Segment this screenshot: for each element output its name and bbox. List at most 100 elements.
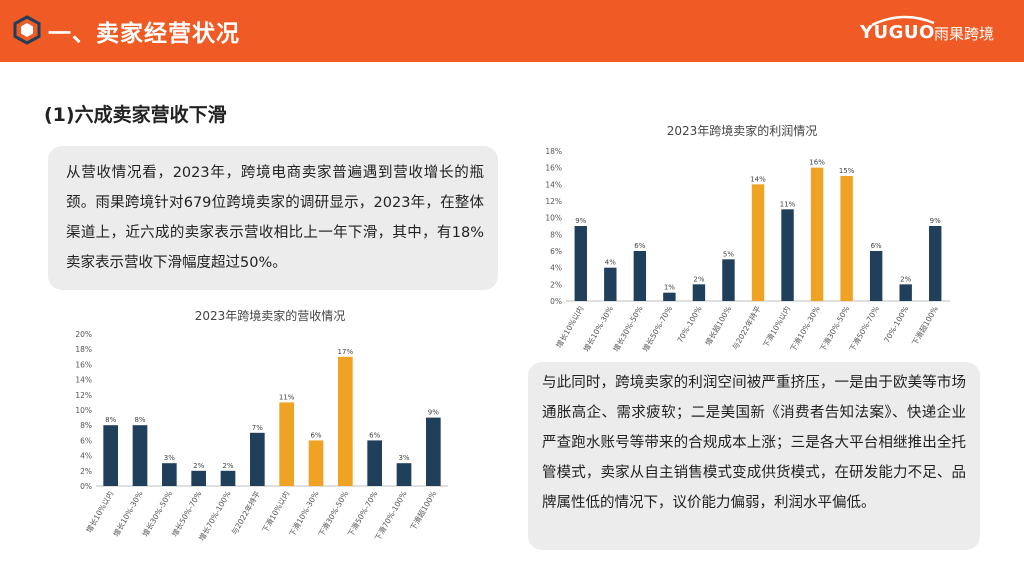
chart-title: 2023年跨境卖家的利润情况 xyxy=(667,123,818,138)
bar xyxy=(250,432,265,486)
bar xyxy=(220,470,236,486)
section-title: 一、卖家经营状况 xyxy=(48,21,240,47)
data-label: 9% xyxy=(428,409,439,417)
header-bar: 一、卖家经营状况 YUGUO 雨果跨境 xyxy=(0,0,1024,62)
data-label: 15% xyxy=(839,167,855,175)
profit-paragraph: 与此同时，跨境卖家的利润空间被严重挤压，一是由于欧美等市场通胀高企、需求疲软；二… xyxy=(542,375,966,511)
chart-title: 2023年跨境卖家的营收情况 xyxy=(195,308,346,323)
y-tick-label: 10% xyxy=(75,406,92,415)
bar xyxy=(162,463,177,486)
y-tick-label: 4% xyxy=(80,452,92,461)
category-label: 70%-100% xyxy=(882,305,910,345)
category-label: 下滑50%-70% xyxy=(847,304,881,353)
profit-text-box: 与此同时，跨境卖家的利润空间被严重挤压，一是由于欧美等市场通胀高企、需求疲软；二… xyxy=(528,362,980,550)
y-tick-label: 12% xyxy=(75,391,92,400)
y-tick-label: 18% xyxy=(75,345,92,354)
y-tick-label: 4% xyxy=(550,264,562,273)
brand-name-cn: 雨果跨境 xyxy=(934,25,995,43)
y-tick-label: 0% xyxy=(80,482,92,491)
data-label: 6% xyxy=(634,242,645,250)
profit-chart: 2023年跨境卖家的利润情况 0% 2% 4% 6% 8% 10% 12% 14% 16% 18% 9… xyxy=(545,123,950,353)
data-label: 8% xyxy=(134,416,145,424)
y-tick-label: 8% xyxy=(80,421,92,430)
category-label: 下滑超100% xyxy=(909,304,940,347)
category-label: 增长10%以内 xyxy=(83,489,115,534)
data-label: 17% xyxy=(338,348,354,356)
y-tick-label: 12% xyxy=(545,197,562,206)
category-label: 下滑10%-30% xyxy=(788,304,822,353)
bar xyxy=(367,440,382,486)
bar xyxy=(899,284,912,301)
y-tick-label: 16% xyxy=(75,360,92,369)
data-label: 8% xyxy=(105,416,116,424)
category-label: 下滑10%-30% xyxy=(287,489,321,538)
category-label: 增长30%-50% xyxy=(140,489,174,538)
data-label: 2% xyxy=(193,462,204,470)
bar xyxy=(781,209,794,301)
data-label: 2% xyxy=(693,275,704,283)
y-tick-label: 6% xyxy=(550,247,562,256)
bar xyxy=(396,463,412,486)
data-label: 4% xyxy=(605,259,616,267)
y-tick-label: 10% xyxy=(545,214,562,223)
data-label: 5% xyxy=(723,250,734,258)
data-label: 16% xyxy=(809,159,825,167)
data-label: 7% xyxy=(252,424,263,432)
category-label: 增长50%-70% xyxy=(640,304,674,353)
logo-swoosh-icon xyxy=(871,15,935,26)
y-tick-label: 20% xyxy=(75,330,92,339)
bar xyxy=(810,167,824,301)
category-label: 与2022年持平 xyxy=(229,489,262,537)
category-label: 下滑超100% xyxy=(407,489,438,532)
data-label: 14% xyxy=(750,175,766,183)
bar xyxy=(840,176,853,301)
data-label: 6% xyxy=(310,431,321,439)
y-tick-label: 16% xyxy=(545,164,562,173)
data-label: 9% xyxy=(575,217,586,225)
bar xyxy=(633,251,647,301)
yuguo-logo: YUGUO 雨果跨境 xyxy=(860,14,1010,48)
y-tick-label: 18% xyxy=(545,147,562,156)
data-label: 3% xyxy=(164,454,175,462)
data-label: 2% xyxy=(900,275,911,283)
bar xyxy=(869,251,883,301)
bar xyxy=(929,226,942,301)
data-label: 6% xyxy=(871,242,882,250)
category-label: 下滑30%-50% xyxy=(316,489,350,538)
bar xyxy=(604,267,617,301)
bar xyxy=(663,292,676,301)
data-label: 11% xyxy=(279,393,295,401)
category-label: 增长10%以内 xyxy=(554,304,586,349)
y-tick-label: 0% xyxy=(550,297,562,306)
brand-name: YUGUO xyxy=(860,22,935,43)
category-label: 下滑50%-70% xyxy=(345,489,379,538)
category-label: 增长50%-70% xyxy=(169,489,203,538)
revenue-text-box: 从营收情况看，2023年，跨境电商卖家普遍遇到营收增长的瓶颈。雨果跨境针对679… xyxy=(48,146,498,290)
y-tick-label: 2% xyxy=(550,280,562,289)
bar xyxy=(308,440,324,486)
y-tick-label: 14% xyxy=(545,180,562,189)
bar xyxy=(692,284,706,301)
data-label: 11% xyxy=(780,200,796,208)
category-label: 增长30%-50% xyxy=(610,304,644,353)
data-label: 1% xyxy=(664,284,675,292)
bar xyxy=(574,226,587,301)
bar xyxy=(722,259,735,301)
data-label: 9% xyxy=(930,217,941,225)
page-subtitle: (1)六成卖家营收下滑 xyxy=(44,104,227,126)
data-label: 3% xyxy=(398,454,409,462)
bar xyxy=(426,417,441,486)
category-label: 增长10%-30% xyxy=(581,304,615,353)
bar xyxy=(191,470,206,486)
category-label: 下滑10%以内 xyxy=(760,304,792,349)
bar xyxy=(751,184,765,301)
category-label: 下滑30%-50% xyxy=(817,304,851,353)
revenue-paragraph: 从营收情况看，2023年，跨境电商卖家普遍遇到营收增长的瓶颈。雨果跨境针对679… xyxy=(66,165,484,271)
bar xyxy=(338,356,353,486)
data-label: 6% xyxy=(369,431,380,439)
data-label: 2% xyxy=(222,462,233,470)
revenue-chart: 2023年跨境卖家的营收情况 0% 2% 4% 6% 8% 10% 12% 14% 16% 18% 2… xyxy=(75,308,448,542)
y-tick-label: 2% xyxy=(80,467,92,476)
bar xyxy=(132,425,148,486)
category-label: 增长10%-30% xyxy=(111,489,145,538)
